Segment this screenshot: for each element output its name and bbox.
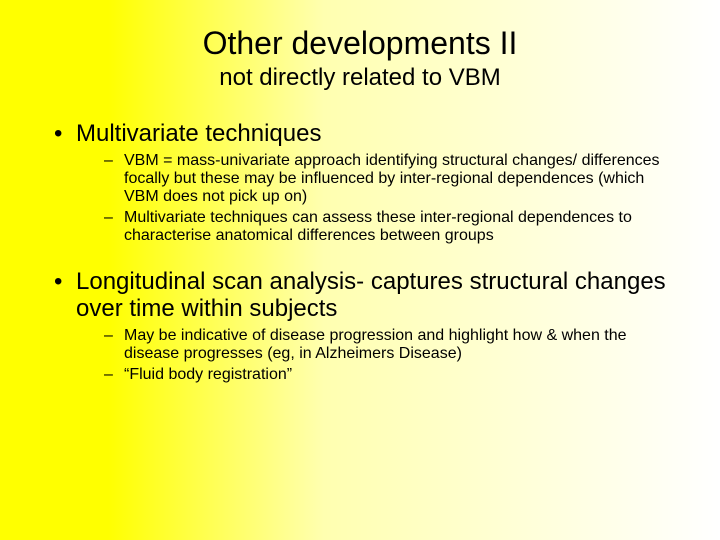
sub-bullet-text: VBM = mass-univariate approach identifyi… [124, 152, 660, 206]
sub-bullet-text: “Fluid body registration” [124, 366, 292, 383]
bullet-list: Multivariate techniques VBM = mass-univa… [50, 120, 670, 384]
sub-bullet-text: Multivariate techniques can assess these… [124, 209, 632, 244]
sub-bullet-item: May be indicative of disease progression… [104, 327, 670, 364]
slide: Other developments II not directly relat… [0, 0, 720, 540]
sub-bullet-list: May be indicative of disease progression… [76, 327, 670, 384]
bullet-item: Longitudinal scan analysis- captures str… [50, 268, 670, 384]
sub-bullet-list: VBM = mass-univariate approach identifyi… [76, 152, 670, 246]
bullet-text: Longitudinal scan analysis- captures str… [76, 268, 666, 323]
bullet-text: Multivariate techniques [76, 120, 321, 147]
slide-title: Other developments II [50, 20, 670, 62]
sub-bullet-item: Multivariate techniques can assess these… [104, 209, 670, 246]
sub-bullet-item: “Fluid body registration” [104, 366, 670, 384]
sub-bullet-text: May be indicative of disease progression… [124, 327, 627, 362]
bullet-item: Multivariate techniques VBM = mass-univa… [50, 120, 670, 246]
sub-bullet-item: VBM = mass-univariate approach identifyi… [104, 152, 670, 207]
slide-subtitle: not directly related to VBM [50, 64, 670, 92]
